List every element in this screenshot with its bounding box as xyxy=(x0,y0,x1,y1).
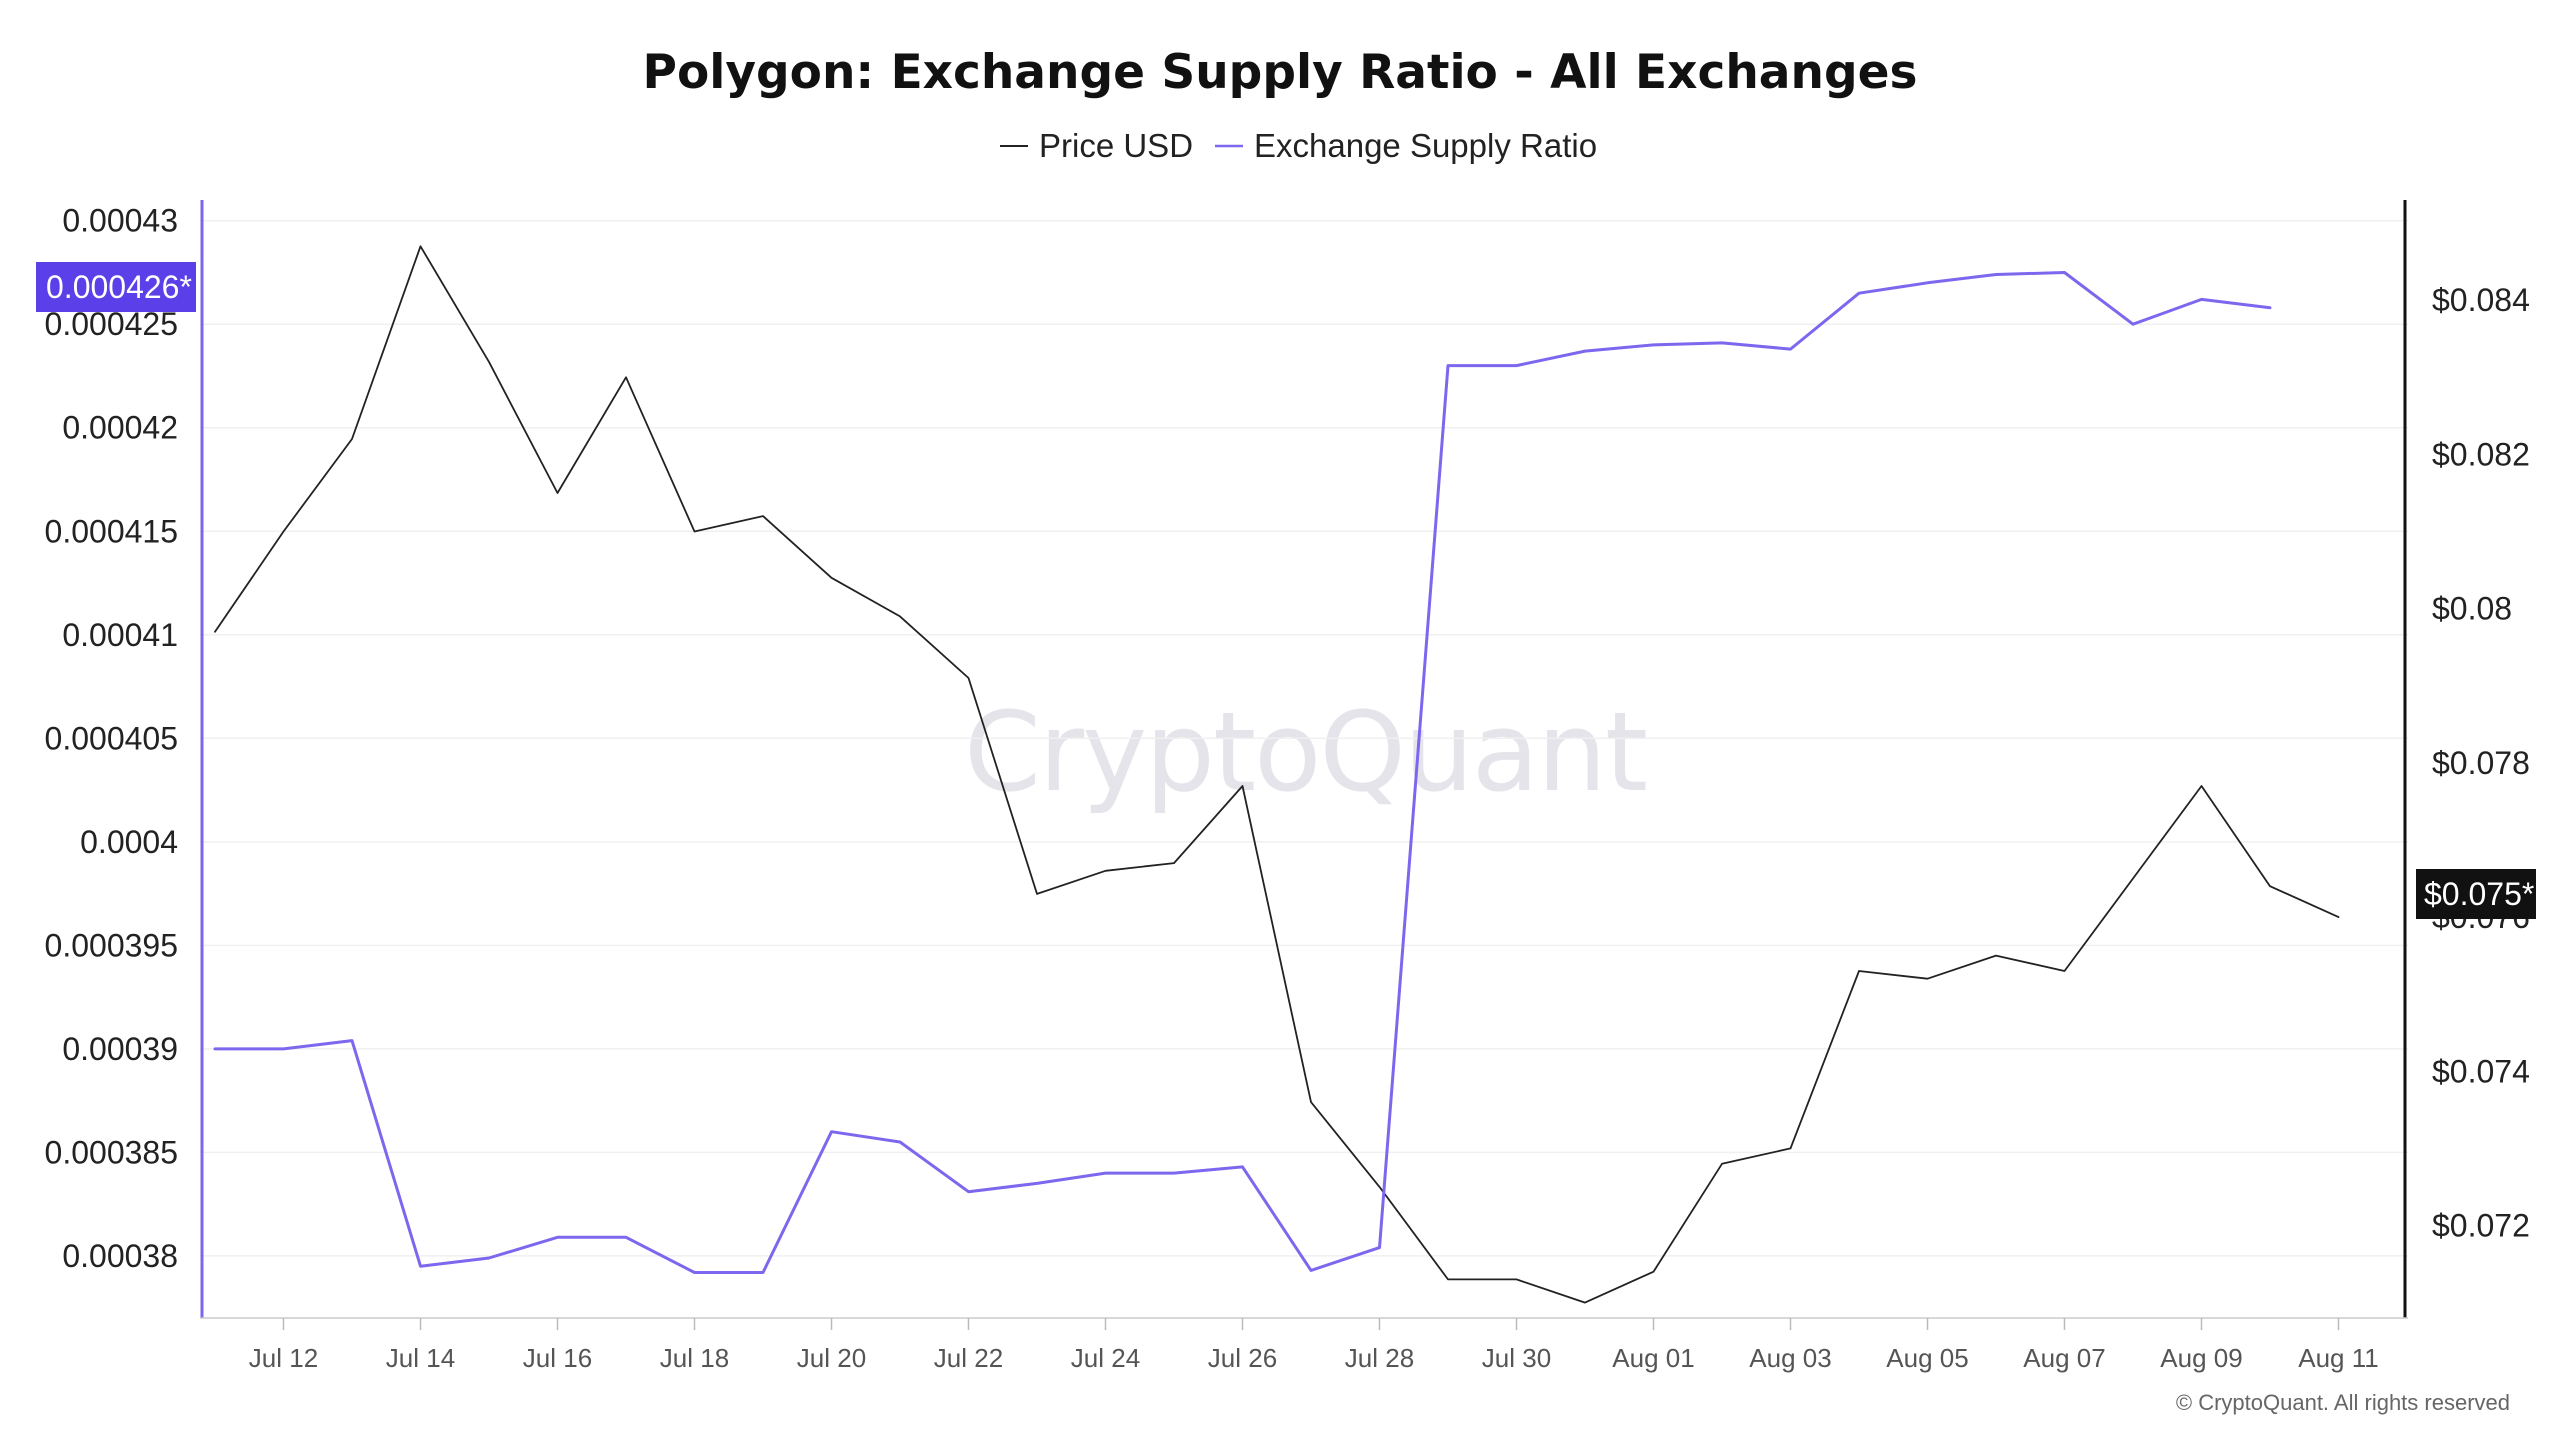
left-tick-label-8: 0.00042 xyxy=(62,410,178,446)
legend-ratio-label: Exchange Supply Ratio xyxy=(1254,127,1597,164)
right-tick-label-1: $0.074 xyxy=(2432,1053,2530,1089)
series-line-exchange-supply-ratio xyxy=(213,271,2272,1274)
right-value-badge: $0.075* xyxy=(2416,869,2536,919)
x-tick-label-6: Jul 24 xyxy=(1071,1343,1140,1373)
left-tick-label-4: 0.0004 xyxy=(80,824,178,860)
right-tick-label-6: $0.084 xyxy=(2432,282,2530,318)
left-value-badge-text: 0.000426* xyxy=(46,269,192,305)
watermark: CryptoQuant xyxy=(964,688,1646,816)
x-tick-label-4: Jul 20 xyxy=(797,1343,866,1373)
right-tick-label-3: $0.078 xyxy=(2432,745,2530,781)
x-tick-label-8: Jul 28 xyxy=(1345,1343,1414,1373)
x-tick-label-9: Jul 30 xyxy=(1482,1343,1551,1373)
x-tick-label-11: Aug 03 xyxy=(1749,1343,1831,1373)
right-tick-label-5: $0.082 xyxy=(2432,436,2530,472)
right-tick-label-4: $0.08 xyxy=(2432,591,2512,627)
x-tick-label-13: Aug 07 xyxy=(2023,1343,2105,1373)
left-axis-ticks: 0.00038 0.000385 0.00039 0.000395 0.0004 0.00… xyxy=(45,203,178,1274)
series-lines xyxy=(213,245,2340,1304)
x-tick-label-2: Jul 16 xyxy=(523,1343,592,1373)
x-tick-label-1: Jul 14 xyxy=(386,1343,455,1373)
x-tick-label-0: Jul 12 xyxy=(249,1343,318,1373)
x-tick-label-10: Aug 01 xyxy=(1612,1343,1694,1373)
left-tick-label-9: 0.000425 xyxy=(45,306,178,342)
legend: Price USD Exchange Supply Ratio xyxy=(1000,127,1597,164)
left-tick-label-2: 0.00039 xyxy=(62,1031,178,1067)
chart-title: Polygon: Exchange Supply Ratio - All Exc… xyxy=(643,45,1918,100)
left-tick-label-5: 0.000405 xyxy=(45,720,178,756)
left-value-badge: 0.000426* xyxy=(36,262,196,312)
left-tick-label-10: 0.00043 xyxy=(62,203,178,239)
x-tick-label-14: Aug 09 xyxy=(2160,1343,2242,1373)
x-tick-label-15: Aug 11 xyxy=(2298,1343,2378,1373)
grid xyxy=(200,219,2408,1257)
x-tick-label-5: Jul 22 xyxy=(934,1343,1003,1373)
left-tick-label-0: 0.00038 xyxy=(62,1238,178,1274)
right-tick-label-0: $0.072 xyxy=(2432,1207,2530,1243)
legend-price-label: Price USD xyxy=(1039,127,1193,164)
right-value-badge-bg xyxy=(2416,869,2536,919)
axes xyxy=(200,200,2408,1319)
x-tick-label-7: Jul 26 xyxy=(1208,1343,1277,1373)
x-tick-label-12: Aug 05 xyxy=(1886,1343,1968,1373)
right-value-badge-text: $0.075* xyxy=(2424,876,2534,912)
right-axis-ticks: $0.072$0.074$0.076$0.078$0.08$0.082$0.08… xyxy=(2432,282,2530,1243)
left-value-badge-bg xyxy=(36,262,196,312)
x-tick-label-3: Jul 18 xyxy=(660,1343,729,1373)
left-tick-label-7: 0.000415 xyxy=(45,513,178,549)
series-line-price-usd xyxy=(214,245,2340,1304)
left-tick-label-3: 0.000395 xyxy=(45,927,178,963)
left-tick-label-1: 0.000385 xyxy=(45,1134,178,1170)
copyright: © CryptoQuant. All rights reserved xyxy=(2176,1390,2510,1415)
left-tick-label-6: 0.00041 xyxy=(62,617,178,653)
x-axis-ticks: Jul 12 Jul 14 Jul 16 Jul 18 Jul 20 Jul 22 Jul … xyxy=(249,1318,2379,1373)
